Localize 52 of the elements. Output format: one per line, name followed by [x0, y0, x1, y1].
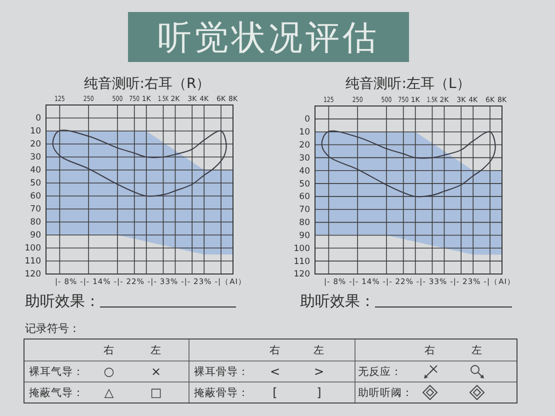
y-tick-label: 0	[36, 114, 41, 124]
text: 记录符号：	[25, 322, 80, 335]
text: 右	[424, 344, 436, 357]
y-tick-label: 80	[30, 218, 41, 228]
text: △	[104, 386, 114, 400]
y-tick-label: 120	[294, 270, 310, 280]
text: 裸耳骨导：	[194, 365, 249, 378]
text: 掩蔽气导：	[29, 386, 84, 400]
text: 右	[104, 344, 114, 357]
text: 右	[270, 344, 280, 357]
y-tick-label: 80	[299, 218, 310, 228]
text: □	[150, 386, 162, 400]
y-tick-label: 60	[299, 192, 310, 202]
y-tick-label: 90	[299, 230, 310, 241]
y-tick-label: 100	[294, 244, 310, 254]
y-tick-label: 10	[299, 128, 310, 138]
y-tick-label: 110	[24, 256, 41, 267]
y-tick-label: 50	[30, 178, 41, 189]
y-tick-label: 30	[30, 152, 41, 163]
text: ×	[150, 364, 162, 379]
y-tick-label: 60	[30, 192, 41, 202]
y-tick-label: 0	[304, 114, 310, 125]
y-tick-label: 40	[30, 166, 41, 176]
text: 助听听阈：	[358, 386, 413, 400]
y-tick-label: 40	[299, 166, 310, 176]
chart-title: 纯音测听:右耳（R）	[84, 76, 210, 92]
text: ○	[104, 364, 114, 379]
text: 左	[472, 344, 482, 357]
text: 左	[150, 344, 162, 357]
y-tick-label: 100	[24, 244, 41, 254]
text: >	[314, 364, 324, 379]
y-tick-label: 20	[30, 140, 41, 150]
y-tick-label: 30	[299, 153, 310, 164]
text: 听觉状况评估	[158, 18, 380, 58]
y-tick-label: 10	[30, 126, 41, 137]
y-tick-label: 70	[299, 205, 310, 216]
text: 无反应：	[358, 365, 402, 378]
text: 助听效果：	[25, 292, 100, 310]
text: <	[270, 364, 280, 379]
y-tick-label: 70	[30, 204, 41, 215]
text: [	[272, 386, 278, 400]
y-tick-label: 50	[299, 179, 310, 190]
y-tick-label: 110	[294, 256, 310, 267]
chart-title: 纯音测听:左耳（L）	[346, 76, 470, 92]
text: 助听效果：	[300, 292, 375, 310]
y-tick-label: 20	[299, 140, 310, 150]
y-tick-label: 90	[30, 230, 41, 241]
text: 掩蔽骨导：	[194, 386, 249, 400]
text: 左	[314, 344, 324, 357]
text: 裸耳气导：	[29, 365, 84, 378]
text: ]	[316, 386, 322, 400]
y-tick-label: 120	[24, 270, 41, 280]
